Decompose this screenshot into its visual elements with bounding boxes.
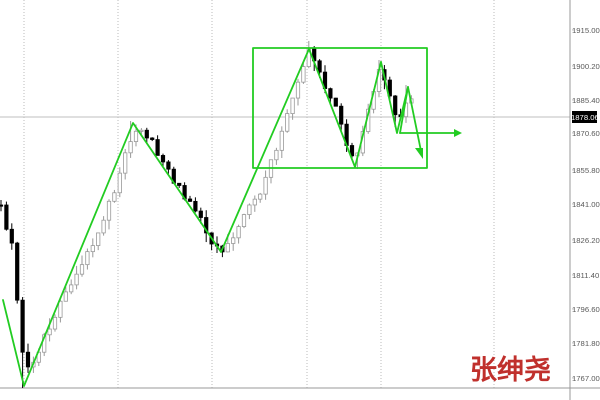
svg-text:1855.80: 1855.80	[572, 166, 600, 175]
svg-text:1915.00: 1915.00	[572, 26, 600, 35]
svg-text:张绅尧: 张绅尧	[470, 355, 551, 385]
svg-text:1767.00: 1767.00	[572, 374, 600, 383]
svg-text:1841.00: 1841.00	[572, 200, 600, 209]
svg-text:1826.20: 1826.20	[572, 236, 600, 245]
svg-text:1878.06: 1878.06	[571, 113, 599, 122]
svg-text:1811.40: 1811.40	[572, 271, 599, 280]
svg-text:1796.60: 1796.60	[572, 305, 600, 314]
svg-text:1870.60: 1870.60	[572, 129, 600, 138]
svg-text:1900.20: 1900.20	[572, 62, 600, 71]
svg-text:1781.80: 1781.80	[572, 339, 600, 348]
svg-text:1885.40: 1885.40	[572, 96, 600, 105]
